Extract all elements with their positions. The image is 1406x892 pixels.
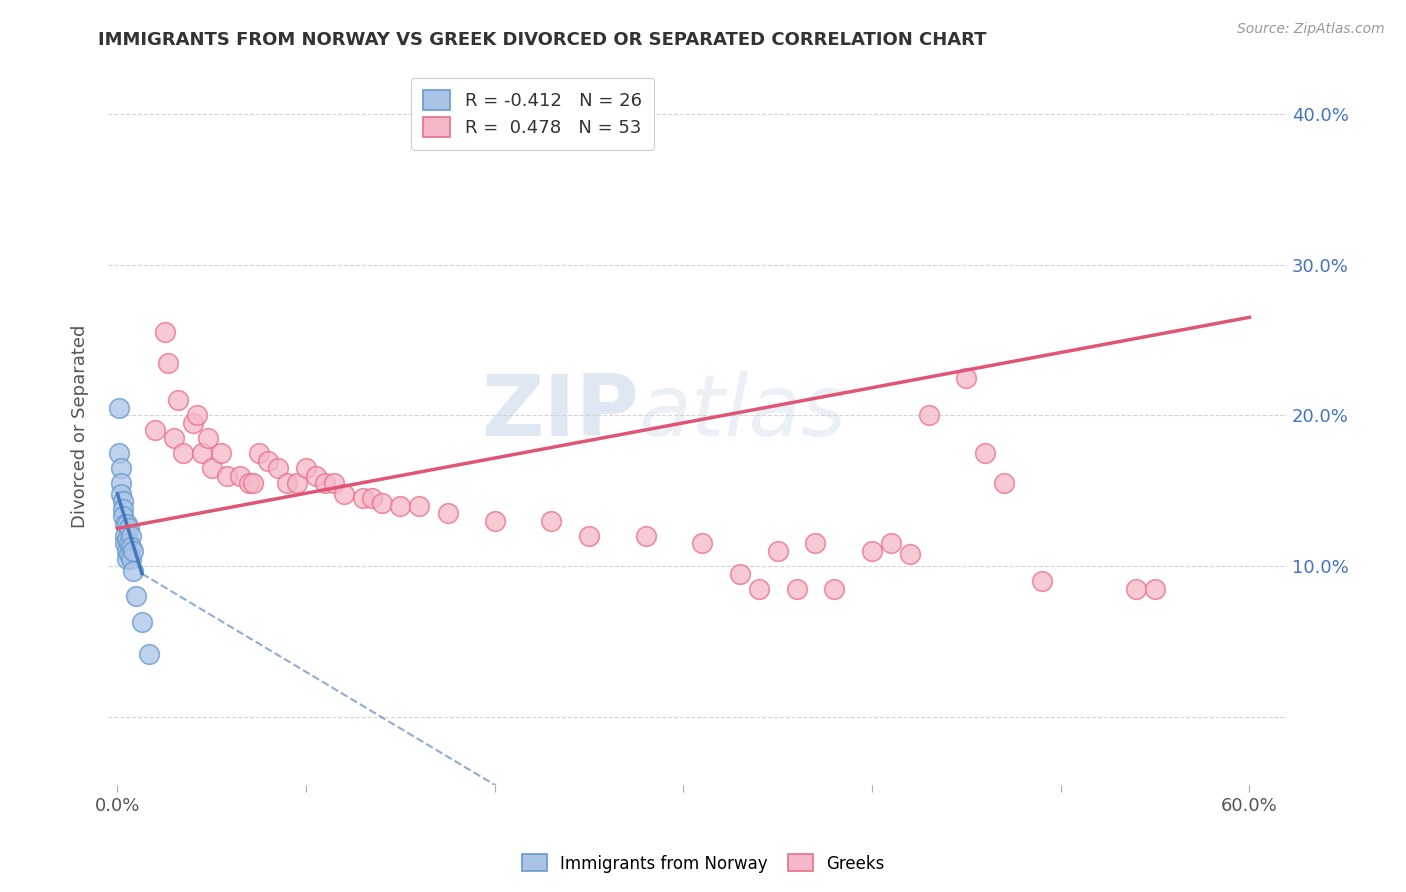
Point — [121, 544, 143, 558]
Point — [110, 476, 132, 491]
Point — [125, 589, 148, 603]
Point — [304, 468, 326, 483]
Point — [115, 516, 138, 531]
Point — [1125, 582, 1147, 596]
Point — [786, 582, 808, 596]
Point — [120, 540, 142, 554]
Point — [389, 499, 412, 513]
Point — [257, 453, 280, 467]
Point — [110, 461, 132, 475]
Point — [804, 536, 827, 550]
Point — [115, 544, 138, 558]
Point — [880, 536, 903, 550]
Point — [823, 582, 845, 596]
Legend: R = -0.412   N = 26, R =  0.478   N = 53: R = -0.412 N = 26, R = 0.478 N = 53 — [411, 78, 654, 150]
Point — [157, 355, 180, 369]
Point — [114, 529, 136, 543]
Point — [314, 476, 336, 491]
Point — [229, 468, 252, 483]
Point — [955, 370, 977, 384]
Point — [634, 529, 657, 543]
Point — [138, 647, 160, 661]
Point — [690, 536, 713, 550]
Point — [114, 536, 136, 550]
Text: ZIP: ZIP — [481, 371, 638, 454]
Point — [748, 582, 770, 596]
Point — [121, 564, 143, 578]
Point — [917, 409, 939, 423]
Text: IMMIGRANTS FROM NORWAY VS GREEK DIVORCED OR SEPARATED CORRELATION CHART: IMMIGRANTS FROM NORWAY VS GREEK DIVORCED… — [98, 31, 987, 49]
Point — [108, 446, 131, 460]
Point — [172, 446, 194, 460]
Point — [361, 491, 384, 506]
Point — [131, 615, 153, 629]
Point — [860, 544, 883, 558]
Point — [197, 431, 219, 445]
Point — [215, 468, 238, 483]
Point — [110, 487, 132, 501]
Point — [186, 409, 208, 423]
Point — [1031, 574, 1053, 589]
Point — [578, 529, 600, 543]
Point — [323, 476, 346, 491]
Point — [242, 476, 264, 491]
Point — [974, 446, 997, 460]
Point — [247, 446, 270, 460]
Point — [143, 424, 166, 438]
Y-axis label: Divorced or Separated: Divorced or Separated — [72, 325, 89, 528]
Point — [112, 501, 135, 516]
Point — [766, 544, 789, 558]
Point — [898, 547, 921, 561]
Point — [166, 393, 188, 408]
Text: atlas: atlas — [638, 371, 846, 454]
Point — [540, 514, 562, 528]
Point — [114, 516, 136, 531]
Point — [112, 509, 135, 524]
Point — [118, 547, 141, 561]
Point — [728, 566, 751, 581]
Point — [993, 476, 1015, 491]
Point — [209, 446, 232, 460]
Point — [153, 326, 176, 340]
Point — [370, 496, 392, 510]
Text: Source: ZipAtlas.com: Source: ZipAtlas.com — [1237, 22, 1385, 37]
Point — [115, 551, 138, 566]
Point — [115, 532, 138, 546]
Point — [108, 401, 131, 415]
Point — [118, 521, 141, 535]
Point — [163, 431, 186, 445]
Point — [120, 529, 142, 543]
Point — [276, 476, 298, 491]
Point — [285, 476, 308, 491]
Point — [201, 461, 224, 475]
Point — [352, 491, 374, 506]
Point — [295, 461, 318, 475]
Point — [112, 494, 135, 508]
Point — [1143, 582, 1166, 596]
Point — [436, 506, 458, 520]
Point — [191, 446, 214, 460]
Point — [333, 487, 356, 501]
Legend: Immigrants from Norway, Greeks: Immigrants from Norway, Greeks — [515, 847, 891, 880]
Point — [408, 499, 430, 513]
Point — [267, 461, 290, 475]
Point — [120, 551, 142, 566]
Point — [181, 416, 204, 430]
Point — [484, 514, 506, 528]
Point — [238, 476, 260, 491]
Point — [118, 536, 141, 550]
